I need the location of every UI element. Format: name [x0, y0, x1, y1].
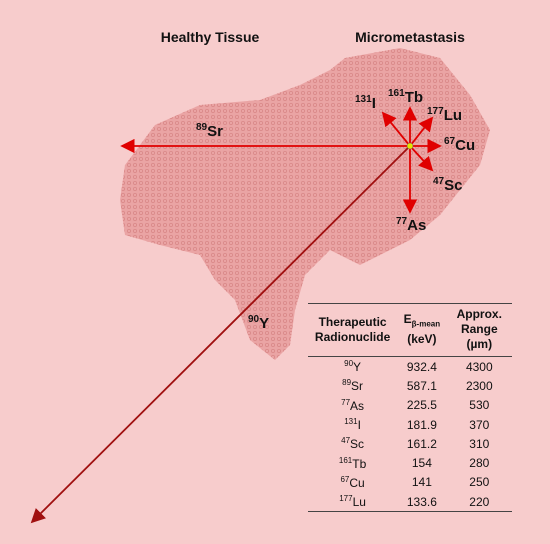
- arrow-label: 131I: [355, 94, 376, 112]
- element: Lu: [444, 107, 462, 124]
- element: Tb: [405, 89, 423, 106]
- energy-cell: 154: [411, 456, 432, 471]
- range-cell: 4300: [465, 359, 493, 374]
- arrow-label: 177Lu: [427, 106, 462, 124]
- region-label: Healthy Tissue: [161, 29, 260, 45]
- table-body: 90Y 932.4 4300 89Sr 587.1 2300 77As 225.5 530 131…: [308, 357, 512, 513]
- mass-number: 67: [444, 136, 456, 147]
- range-cell: 370: [469, 417, 490, 432]
- mass-number: 161: [388, 88, 405, 99]
- energy-cell: 133.6: [397, 492, 447, 513]
- energy-cell: 181.9: [406, 417, 437, 432]
- arrow-label: 67Cu: [444, 136, 475, 154]
- energy-cell: 161.2: [406, 436, 437, 451]
- energy-cell: 225.5: [406, 398, 437, 413]
- element: Sr: [351, 379, 364, 394]
- arrows: [30, 106, 442, 524]
- mass-number: 177: [427, 106, 444, 117]
- arrow-label: 47Sc: [433, 176, 462, 194]
- nuclide-cell: 77As: [308, 396, 397, 415]
- header-cell: Approx. Range (µm): [446, 303, 512, 357]
- element: Sr: [207, 123, 223, 140]
- range-cell: 2300: [465, 378, 493, 393]
- mass-number: 77: [341, 397, 351, 407]
- source-point: [406, 142, 414, 150]
- element: I: [372, 95, 376, 112]
- element: Cu: [455, 137, 475, 154]
- mass-number: 89: [196, 122, 208, 133]
- table-row: 67Cu 141 250: [308, 473, 512, 492]
- header-cell: Eβ-mean (keV): [397, 303, 447, 357]
- nuclide-cell: 47Sc: [308, 434, 397, 453]
- element: Tb: [352, 456, 367, 471]
- mass-number: 90: [344, 359, 354, 369]
- element: Sc: [444, 177, 462, 194]
- mass-number: 161: [338, 455, 353, 465]
- data-table: Therapeutic Radionuclide Eβ-mean (keV) Ap…: [308, 303, 512, 513]
- arrow-label: 77As: [396, 216, 426, 234]
- arrow: [409, 145, 434, 172]
- mass-number: 131: [344, 417, 358, 427]
- arrow-label: 89Sr: [196, 122, 223, 140]
- mass-number: 67: [340, 474, 350, 484]
- energy-cell: 932.4: [406, 359, 437, 374]
- mass-number: 90: [248, 314, 260, 325]
- nuclide-cell: 177Lu: [308, 492, 398, 513]
- mass-number: 47: [433, 176, 445, 187]
- element: Y: [259, 315, 269, 332]
- arrow: [409, 116, 434, 147]
- mass-number: 177: [339, 494, 353, 504]
- tumor-blob: [120, 48, 490, 360]
- arrow-label: 90Y: [248, 314, 269, 332]
- header-text: E: [403, 312, 412, 327]
- element: Sc: [350, 437, 365, 452]
- nuclide-cell: 131I: [308, 415, 397, 434]
- region-label: Micrometastasis: [355, 29, 465, 45]
- header-cell: Therapeutic Radionuclide: [308, 303, 398, 357]
- table-row: 161Tb 154 280: [308, 453, 512, 472]
- arrow: [381, 111, 411, 147]
- element: As: [350, 398, 365, 413]
- table-row: 77As 225.5 530: [308, 396, 512, 415]
- arrow-label: 161Tb: [388, 88, 423, 106]
- range-cell: 250: [469, 475, 490, 490]
- nuclide-cell: 89Sr: [308, 376, 397, 395]
- table-row: 47Sc 161.2 310: [308, 434, 512, 453]
- arrow: [30, 145, 411, 524]
- table-row: 89Sr 587.1 2300: [308, 376, 512, 395]
- element: Lu: [352, 495, 366, 510]
- nuclide-cell: 90Y: [308, 357, 397, 377]
- table-row: 177Lu 133.6 220: [308, 492, 512, 513]
- element: Y: [353, 360, 362, 375]
- header-row: Therapeutic Radionuclide Eβ-mean (keV) Ap…: [308, 303, 512, 357]
- element: I: [357, 418, 361, 433]
- mass-number: 47: [341, 436, 351, 446]
- range-cell: 220: [446, 492, 512, 513]
- energy-cell: 141: [411, 475, 432, 490]
- element: Cu: [349, 475, 365, 490]
- mass-number: 89: [342, 378, 352, 388]
- mass-number: 131: [355, 94, 372, 105]
- range-cell: 280: [469, 456, 490, 471]
- table-row: 90Y 932.4 4300: [308, 357, 512, 377]
- range-cell: 530: [469, 398, 490, 413]
- range-cell: 310: [469, 436, 490, 451]
- nuclide-cell: 161Tb: [308, 453, 397, 472]
- header-text: (keV): [407, 331, 437, 346]
- table-row: 131I 181.9 370: [308, 415, 512, 434]
- header-sub: β-mean: [411, 319, 441, 329]
- nuclide-cell: 67Cu: [308, 473, 397, 492]
- mass-number: 77: [396, 216, 408, 227]
- energy-cell: 587.1: [406, 378, 437, 393]
- element: As: [407, 217, 426, 234]
